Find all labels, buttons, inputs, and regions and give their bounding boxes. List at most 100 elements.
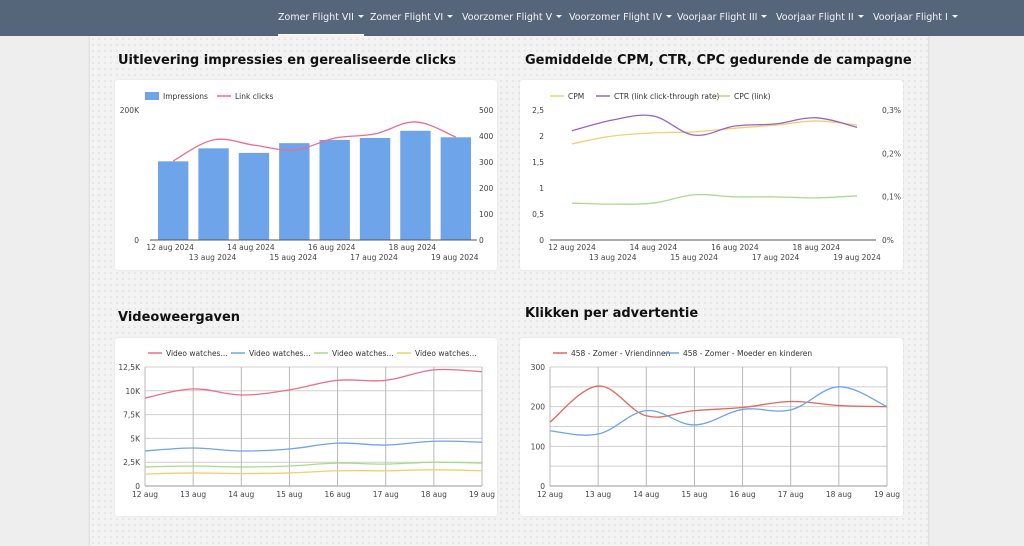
legend-impressions-label: Impressions (163, 92, 208, 101)
x-tick-label: 17 aug 2024 (350, 253, 398, 262)
nav-tab-label: Voorjaar Flight I (873, 12, 948, 23)
nav-tab-label: Zomer Flight VII (278, 12, 354, 23)
y-right-tick: 500 (479, 106, 494, 115)
caret-down-icon (951, 15, 958, 18)
legend-ad-moeder-en-kinderen-label: 458 - Zomer - Moeder en kinderen (683, 349, 812, 358)
y-right-tick: 0,1% (882, 193, 901, 202)
x-tick-label: 17 aug (778, 490, 804, 499)
x-tick-label: 19 aug 2024 (431, 253, 479, 262)
nav-tab-zomer-flight-vii[interactable]: Zomer Flight VII (278, 0, 364, 36)
line-video-watches-3 (144, 461, 483, 468)
x-tick-label: 13 aug 2024 (589, 253, 637, 262)
x-tick-label: 19 aug 2024 (833, 253, 881, 262)
y-right-tick: 100 (479, 210, 494, 219)
bar-impressions (279, 143, 310, 240)
y-tick-label: 300 (531, 363, 546, 372)
line-ctr (571, 114, 858, 136)
line-video-watches-4 (144, 469, 483, 475)
line-link-clicks (172, 121, 457, 162)
nav-tab-label: Zomer Flight VI (370, 12, 444, 23)
nav-tab-voorjaar-flight-iii[interactable]: Voorjaar Flight III (677, 0, 768, 36)
x-tick-label: 16 aug (730, 490, 756, 499)
y-left-tick: 1,5 (532, 158, 544, 167)
nav-tab-zomer-flight-vi[interactable]: Zomer Flight VI (370, 0, 454, 36)
clicks-per-ad-chart: 458 - Zomer - Vriendinnen 458 - Zomer - M… (531, 349, 901, 499)
y-right-tick: 0,3% (882, 106, 901, 115)
section-title-video-views: Videoweergaven (118, 310, 241, 325)
bar-impressions (158, 161, 189, 240)
legend-link-clicks-label: Link clicks (235, 92, 274, 101)
y-left-tick: 0 (539, 236, 544, 245)
bar-impressions (400, 130, 431, 240)
y-tick-label: 12,5K (118, 363, 141, 372)
legend-cpm-label: CPM (568, 92, 584, 101)
x-tick-label: 18 aug (826, 490, 852, 499)
x-tick-label: 16 aug (325, 490, 351, 499)
video-views-chart: Video watches... Video watches... Video wa… (118, 349, 495, 499)
caret-down-icon (857, 15, 864, 18)
nav-tab-label: Voorjaar Flight III (677, 12, 758, 23)
nav-tab-voorjaar-flight-i[interactable]: Voorjaar Flight I (873, 0, 958, 36)
chart-card-clicks-per-ad: 458 - Zomer - Vriendinnen 458 - Zomer - M… (520, 338, 903, 516)
y-tick-label: 100 (531, 442, 546, 451)
nav-tab-label: Voorzomer Flight V (462, 12, 553, 23)
x-tick-label: 14 aug 2024 (227, 243, 275, 252)
y-left-tick: 0 (134, 236, 139, 245)
nav-tab-voorzomer-flight-iv[interactable]: Voorzomer Flight IV (569, 0, 672, 36)
caret-down-icon (761, 15, 768, 18)
line-ad-moeder-en-kinderen (549, 386, 888, 436)
y-left-tick: 200K (120, 106, 140, 115)
x-tick-label: 18 aug 2024 (389, 243, 437, 252)
x-tick-label: 13 aug 2024 (189, 253, 237, 262)
y-right-tick: 0 (479, 236, 484, 245)
legend-impressions-swatch (145, 92, 159, 100)
nav-tab-voorzomer-flight-v[interactable]: Voorzomer Flight V (462, 0, 563, 36)
x-tick-label: 14 aug (228, 490, 254, 499)
y-left-tick: 2,5 (532, 106, 544, 115)
legend-video-watches-2-label: Video watches... (249, 349, 311, 358)
caret-down-icon (665, 15, 672, 18)
x-tick-label: 18 aug (421, 490, 447, 499)
x-tick-label: 12 aug 2024 (548, 243, 596, 252)
legend-ctr-label: CTR (link click-through rate) (614, 92, 720, 101)
legend-video-watches-1-label: Video watches... (166, 349, 228, 358)
x-tick-label: 14 aug (633, 490, 659, 499)
section-title-clicks-per-ad: Klikken per advertentie (525, 306, 699, 321)
x-tick-label: 12 aug 2024 (146, 243, 194, 252)
x-tick-label: 13 aug (585, 490, 611, 499)
bar-impressions (359, 137, 391, 240)
y-tick-label: 5K (130, 434, 141, 443)
y-tick-label: 7,5K (123, 411, 141, 420)
bar-impressions (238, 152, 270, 240)
x-tick-label: 15 aug (681, 490, 707, 499)
x-tick-label: 15 aug 2024 (270, 253, 318, 262)
caret-down-icon (358, 15, 364, 18)
legend-cpc-label: CPC (link) (734, 92, 771, 101)
line-cpc (571, 193, 858, 205)
chart-card-video-views: Video watches... Video watches... Video wa… (115, 338, 497, 516)
chart-card-impressions-clicks: Impressions Link clicks 0 200K 0 100 200 300 400… (115, 80, 497, 270)
section-title-cpm-ctr-cpc: Gemiddelde CPM, CTR, CPC gedurende de ca… (525, 53, 912, 68)
x-tick-label: 15 aug 2024 (670, 253, 718, 262)
x-tick-label: 18 aug 2024 (793, 243, 841, 252)
cpm-ctr-cpc-chart: CPM CTR (link click-through rate) CPC (lin… (532, 92, 901, 262)
x-tick-label: 16 aug 2024 (308, 243, 356, 252)
y-right-tick: 0,2% (882, 149, 901, 158)
y-left-tick: 0,5 (532, 210, 544, 219)
section-title-impressions-clicks: Uitlevering impressies en gerealiseerde … (118, 53, 457, 68)
x-tick-label: 19 aug (874, 490, 900, 499)
x-tick-label: 14 aug 2024 (630, 243, 678, 252)
nav-tab-label: Voorzomer Flight IV (569, 12, 662, 23)
y-tick-label: 10K (126, 387, 142, 396)
bar-impressions (198, 148, 229, 240)
line-video-watches-2 (144, 440, 483, 452)
y-right-tick: 300 (479, 158, 494, 167)
nav-tab-voorjaar-flight-ii[interactable]: Voorjaar Flight II (776, 0, 864, 36)
y-left-tick: 1 (539, 184, 544, 193)
y-tick-label: 0 (135, 482, 140, 491)
y-left-tick: 2 (539, 132, 544, 141)
chart-card-cpm-ctr-cpc: CPM CTR (link click-through rate) CPC (lin… (520, 80, 903, 270)
x-tick-label: 19 aug (469, 490, 495, 499)
legend-video-watches-3-label: Video watches... (332, 349, 394, 358)
x-tick-label: 13 aug (180, 490, 206, 499)
